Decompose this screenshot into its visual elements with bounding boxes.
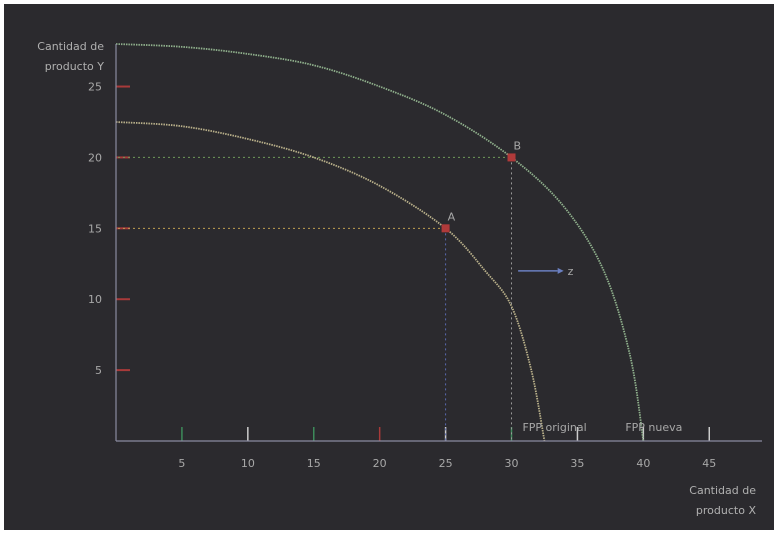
- point-label: A: [448, 210, 456, 223]
- series-line: [115, 121, 546, 442]
- x-axis-title-line2: producto X: [696, 504, 757, 517]
- x-tick-label: 45: [702, 457, 716, 470]
- legend: FPP original FPP nueva: [522, 421, 682, 434]
- y-tick-label: 10: [88, 293, 102, 306]
- series-label: FPP nueva: [625, 421, 682, 434]
- annotation: z: [518, 265, 574, 278]
- annotation-label: z: [568, 265, 574, 278]
- x-ticks: 5 10 15 20 25 30 35 40 45: [178, 427, 716, 470]
- series-label: FPP original: [522, 421, 586, 434]
- x-tick-label: 20: [373, 457, 387, 470]
- y-tick-label: 20: [88, 151, 102, 164]
- points: AB: [441, 139, 522, 233]
- data-point: [507, 153, 516, 162]
- x-tick-label: 30: [505, 457, 519, 470]
- series-line: [115, 43, 645, 442]
- x-tick-label: 40: [636, 457, 650, 470]
- y-tick-label: 25: [88, 81, 102, 94]
- guides: [118, 156, 513, 441]
- x-tick-label: 5: [178, 457, 185, 470]
- x-tick-label: 15: [307, 457, 321, 470]
- x-tick-label: 25: [439, 457, 453, 470]
- annotation-arrow-head: [557, 267, 564, 274]
- y-ticks: 5 10 15 20 25: [88, 81, 130, 377]
- y-tick-label: 15: [88, 222, 102, 235]
- x-tick-label: 10: [241, 457, 255, 470]
- x-axis-title-line1: Cantidad de: [689, 484, 756, 497]
- x-tick-label: 35: [570, 457, 584, 470]
- y-axis-title-line1: Cantidad de: [37, 40, 104, 53]
- y-axis-title-line2: producto Y: [45, 60, 105, 73]
- point-label: B: [514, 139, 522, 152]
- curves: [115, 43, 645, 442]
- data-point: [441, 224, 450, 233]
- y-tick-label: 5: [95, 364, 102, 377]
